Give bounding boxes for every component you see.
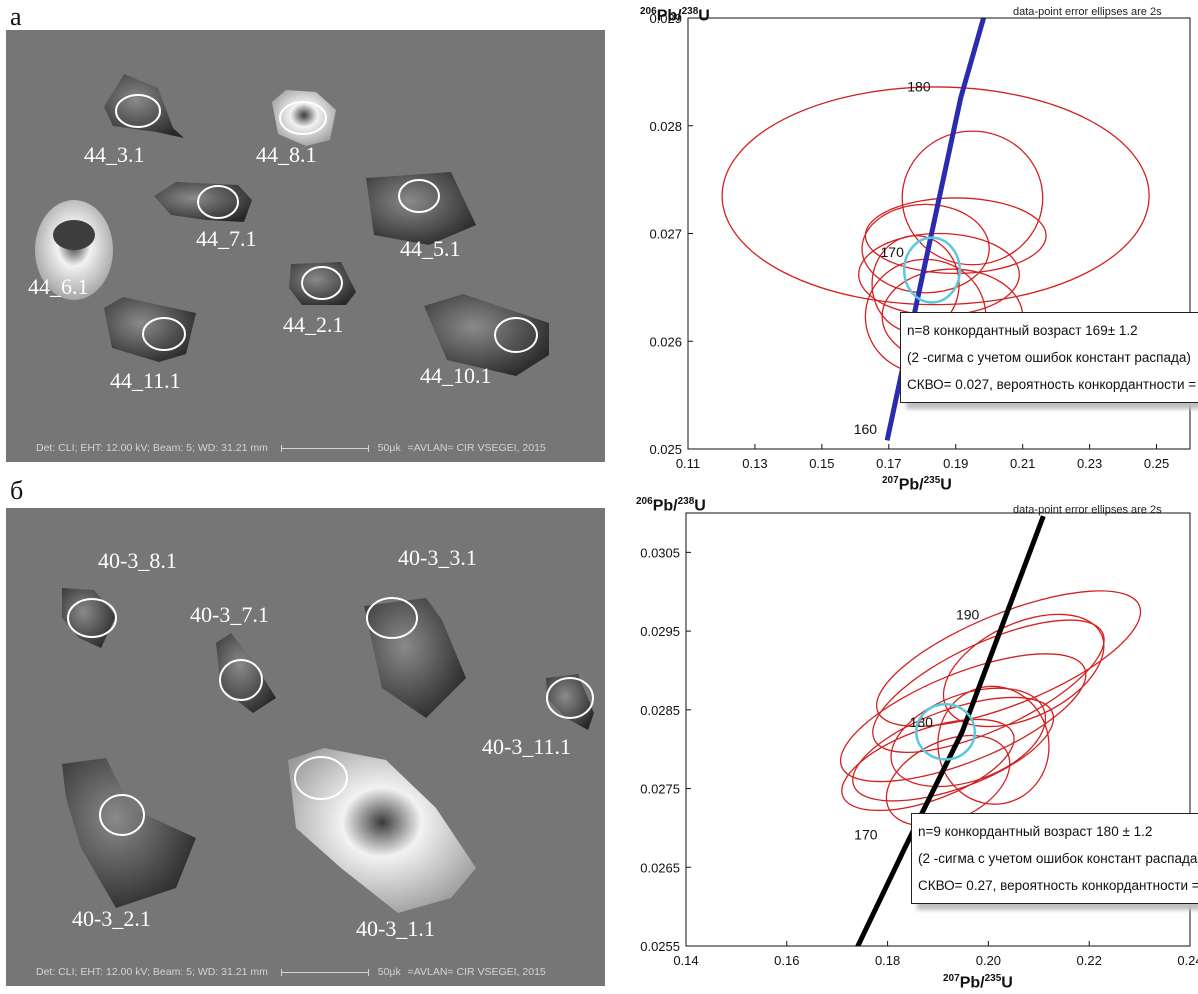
cl-image-b: 40-3_8.1 40-3_7.1 40-3_3.1 40-3_11.1 40-…: [6, 508, 605, 986]
grain-label: 40-3_2.1: [72, 906, 151, 931]
y-axis-title-a: 206Pb/238U: [640, 6, 710, 25]
x-axis-title-b: 207Pb/235U: [943, 973, 1013, 992]
result-line: n=8 конкордантный возраст 169± 1.2: [907, 323, 1138, 338]
x-tick-label: 0.21: [1010, 456, 1035, 471]
grain-label: 40-3_7.1: [190, 602, 269, 627]
x-tick-label: 0.13: [742, 456, 767, 471]
cl-image-a: 44_3.1 44_8.1 44_7.1 44_5.1 44_6.1 44_2.…: [6, 30, 605, 462]
result-line: СКВО= 0.027, вероятность конкордантности…: [907, 377, 1198, 392]
y-tick-label: 0.0295: [640, 624, 680, 639]
x-tick-label: 0.11: [676, 456, 700, 471]
scale-bar: [280, 968, 369, 976]
error-ellipse: [861, 203, 990, 294]
grain-label: 44_5.1: [400, 236, 461, 261]
age-label: 160: [854, 421, 878, 437]
concordant-ellipse: [915, 703, 977, 761]
grain-label: 44_11.1: [110, 368, 181, 393]
x-tick-label: 0.20: [976, 953, 1001, 968]
y-tick-label: 0.0255: [640, 939, 680, 954]
grain-40-3-1: [288, 748, 476, 913]
x-tick-label: 0.25: [1144, 456, 1169, 471]
footer-credit: =AVLAN= CIR VSEGEI, 2015: [407, 966, 546, 978]
x-tick-label: 0.22: [1077, 953, 1102, 968]
plot-area: 170 180 190: [839, 515, 1142, 946]
x-tick-label: 0.19: [943, 456, 968, 471]
y-tick-label: 0.0305: [640, 545, 680, 560]
x-tick-label: 0.16: [774, 953, 799, 968]
y-axis-title-b: 206Pb/238U: [636, 496, 706, 515]
y-tick-label: 0.027: [649, 227, 682, 242]
grain-label: 44_6.1: [28, 274, 89, 299]
error-note-a: data-point error ellipses are 2s: [1013, 6, 1162, 18]
footer-credit: =AVLAN= CIR VSEGEI, 2015: [407, 442, 546, 454]
footer-detector: Det: CLI; EHT: 12.00 kV; Beam: 5; WD: 31…: [36, 442, 268, 454]
x-tick-label: 0.24: [1177, 953, 1198, 968]
result-box-b: n=9 конкордантный возраст 180 ± 1.2 (2 -…: [911, 813, 1198, 904]
grain-label: 44_10.1: [420, 363, 492, 388]
result-line: (2 -сигма с учетом ошибок констант распа…: [918, 851, 1198, 866]
footer-scale: 50μk: [377, 966, 401, 978]
error-ellipse: [937, 685, 1050, 805]
x-tick-label: 0.15: [809, 456, 834, 471]
grain-label: 40-3_3.1: [398, 545, 477, 570]
x-tick-label: 0.17: [876, 456, 901, 471]
y-tick-label: 0.026: [649, 334, 682, 349]
grain-label: 40-3_1.1: [356, 916, 435, 941]
x-tick-label: 0.14: [673, 953, 698, 968]
plot-frame: [685, 512, 1191, 947]
grain-label: 44_7.1: [196, 226, 257, 251]
grain-40-3-3: [364, 598, 466, 718]
cl-grains-a: [35, 74, 549, 376]
age-label: 190: [956, 606, 980, 622]
x-axis-title-a: 207Pb/235U: [882, 475, 952, 494]
panel-a-label: а: [10, 2, 22, 31]
grain-label: 40-3_8.1: [98, 548, 177, 573]
grain-44-7: [154, 182, 252, 222]
result-box-a: n=8 конкордантный возраст 169± 1.2 (2 -с…: [900, 312, 1198, 403]
error-ellipse: [875, 590, 1142, 728]
scale-bar: [280, 444, 369, 452]
grain-44-8: [272, 90, 336, 146]
y-tick-label: 0.0285: [640, 703, 680, 718]
x-tick-label: 0.18: [875, 953, 900, 968]
grain-44-10: [424, 294, 549, 376]
result-line: (2 -сигма с учетом ошибок констант распа…: [907, 350, 1191, 365]
grain-44-5: [366, 172, 476, 245]
concordia-curve: [855, 515, 1046, 946]
x-tick-label: 0.23: [1077, 456, 1102, 471]
y-tick-label: 0.0265: [640, 860, 680, 875]
y-tick-label: 0.028: [649, 119, 682, 134]
concordant-ellipse: [902, 236, 961, 304]
grain-label: 44_2.1: [283, 312, 344, 337]
error-ellipse: [890, 687, 1047, 788]
result-line: СКВО= 0.27, вероятность конкордантности …: [918, 878, 1198, 893]
result-line: n=9 конкордантный возраст 180 ± 1.2: [918, 824, 1153, 839]
image-footer: Det: CLI; EHT: 12.00 kV; Beam: 5; WD: 31…: [36, 442, 550, 454]
image-footer: Det: CLI; EHT: 12.00 kV; Beam: 5; WD: 31…: [36, 966, 550, 978]
grain-44-11: [104, 297, 196, 362]
y-tick-label: 0.0275: [640, 782, 680, 797]
panel-b-label: б: [10, 476, 24, 505]
grain-label: 44_8.1: [256, 142, 317, 167]
cl-grains-b: [62, 588, 594, 913]
footer-detector: Det: CLI; EHT: 12.00 kV; Beam: 5; WD: 31…: [36, 966, 268, 978]
error-ellipse: [721, 86, 1150, 306]
age-label: 170: [881, 244, 905, 260]
age-label: 170: [854, 827, 878, 843]
y-tick-label: 0.029: [649, 11, 682, 26]
grain-label: 40-3_11.1: [482, 734, 572, 759]
grain-40-3-7: [216, 633, 276, 713]
grain-label: 44_3.1: [84, 142, 145, 167]
age-label: 180: [910, 714, 934, 730]
grain-44-3: [104, 74, 184, 138]
footer-scale: 50μk: [377, 442, 401, 454]
error-ellipse: [864, 197, 1047, 275]
error-ellipse: [901, 130, 1044, 266]
error-ellipse: [839, 653, 1087, 783]
age-label: 180: [907, 78, 931, 94]
y-tick-label: 0.025: [649, 442, 682, 457]
